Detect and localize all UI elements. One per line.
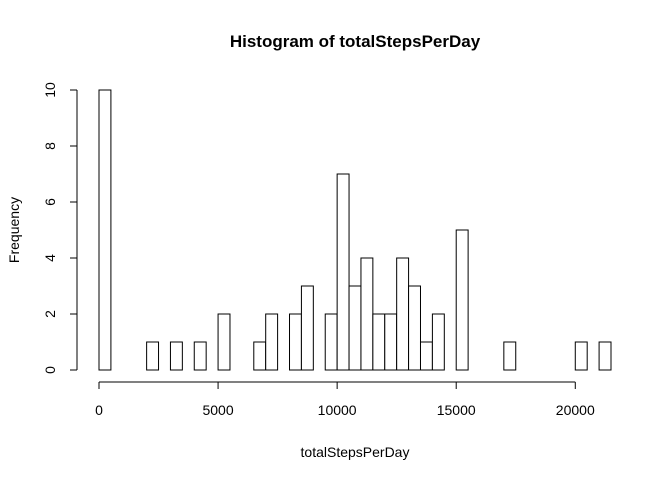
histogram-bar [431,313,445,371]
histogram-bar [598,341,612,371]
x-tick-label: 5000 [202,402,233,418]
histogram-bar [169,341,183,371]
histogram-bar [360,257,374,371]
histogram-bar [146,341,160,371]
histogram-bar [98,89,112,371]
histogram-bar [253,341,267,371]
chart-title: Histogram of totalStepsPerDay [230,32,481,51]
histogram-bar [217,313,231,371]
histogram-bar [265,313,279,371]
x-tick-label: 20000 [556,402,595,418]
histogram-bar [384,313,398,371]
histogram-bar [348,285,362,371]
histogram-bar [300,285,314,371]
histogram-bar [193,341,207,371]
y-axis: 0 2 4 6 8 10 [42,82,78,374]
y-tick-label: 10 [42,82,58,98]
histogram-bar [324,313,338,371]
histogram-bar [574,341,588,371]
y-tick-label: 4 [42,254,58,262]
histogram-bar [419,341,433,371]
x-tick-label: 10000 [318,402,357,418]
x-axis: 0 5000 10000 15000 20000 [95,381,595,418]
x-tick-label: 0 [95,402,103,418]
histogram-bar [372,313,386,371]
y-tick-label: 8 [42,142,58,150]
histogram-bar [408,285,421,371]
histogram-bar [289,313,302,371]
histogram-bar [336,173,350,371]
histogram-bar [503,341,517,371]
x-axis-label: totalStepsPerDay [301,444,410,460]
histogram-bar [396,257,410,371]
bars-group [98,89,612,371]
y-axis-label: Frequency [6,197,22,263]
y-tick-label: 0 [42,366,58,374]
y-tick-label: 6 [42,198,58,206]
x-tick-label: 15000 [437,402,476,418]
y-tick-label: 2 [42,310,58,318]
histogram-bar [455,229,469,371]
